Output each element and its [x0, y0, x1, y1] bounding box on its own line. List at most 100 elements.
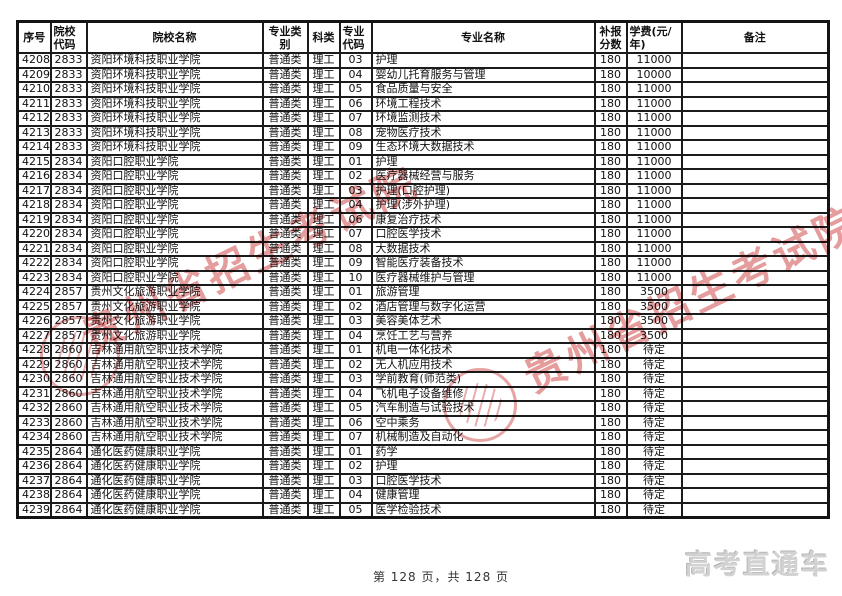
cell-subject-type: 理工	[306, 168, 341, 185]
cell-supplementary-score: 180	[593, 385, 628, 402]
cell-major-category: 普通类	[261, 211, 309, 228]
cell-remarks	[680, 168, 830, 185]
column-header: 序号	[16, 20, 52, 54]
cell-remarks	[680, 356, 830, 373]
cell-major-name: 智能医疗装备技术	[370, 255, 596, 272]
cell-college-code: 2833	[49, 110, 88, 127]
cell-major-name: 生态环境大数据技术	[370, 139, 596, 156]
cell-tuition-fee: 待定	[625, 501, 683, 519]
cell-major-category: 普通类	[261, 342, 309, 359]
cell-major-category: 普通类	[261, 443, 309, 460]
cell-major-category: 普通类	[261, 327, 309, 344]
cell-college-code: 2864	[49, 472, 88, 489]
cell-remarks	[680, 255, 830, 272]
cell-major-name: 机械制造及自动化	[370, 429, 596, 446]
cell-remarks	[680, 443, 830, 460]
cell-supplementary-score: 180	[593, 327, 628, 344]
cell-major-category: 普通类	[261, 400, 309, 417]
table-row: 4233 2860 吉林通用航空职业技术学院 普通类 理工 06 空中乘务 18…	[16, 414, 830, 431]
cell-major-name: 医学检验技术	[370, 501, 596, 519]
cell-major-name: 健康管理	[370, 487, 596, 504]
cell-major-name: 空中乘务	[370, 414, 596, 431]
cell-college-code: 2857	[49, 313, 88, 330]
cell-subject-type: 理工	[306, 95, 341, 112]
cell-college-code: 2860	[49, 356, 88, 373]
cell-remarks	[680, 139, 830, 156]
cell-major-category: 普通类	[261, 313, 309, 330]
cell-tuition-fee: 11000	[625, 110, 683, 127]
cell-college-code: 2860	[49, 429, 88, 446]
cell-supplementary-score: 180	[593, 110, 628, 127]
table-row: 4224 2857 贵州文化旅游职业学院 普通类 理工 01 旅游管理 180 …	[16, 284, 830, 301]
cell-tuition-fee: 11000	[625, 95, 683, 112]
table-header-row: 序号 院校代码 院校名称 专业类别 科类 专业代码 专业名称 补报分数 学费(元/年) 备注	[16, 20, 830, 54]
cell-supplementary-score: 180	[593, 313, 628, 330]
cell-major-category: 普通类	[261, 66, 309, 83]
cell-major-name: 护理	[370, 153, 596, 170]
cell-major-code: 01	[338, 153, 373, 170]
cell-supplementary-score: 180	[593, 356, 628, 373]
table-row: 4214 2833 资阳环境科技职业学院 普通类 理工 09 生态环境大数据技术…	[16, 139, 830, 156]
table-row: 4210 2833 资阳环境科技职业学院 普通类 理工 05 食品质量与安全 1…	[16, 81, 830, 98]
cell-subject-type: 理工	[306, 458, 341, 475]
cell-tuition-fee: 待定	[625, 414, 683, 431]
cell-college-code: 2833	[49, 124, 88, 141]
cell-major-category: 普通类	[261, 472, 309, 489]
cell-major-category: 普通类	[261, 52, 309, 69]
cell-remarks	[680, 197, 830, 214]
cell-college-name: 吉林通用航空职业技术学院	[85, 400, 264, 417]
column-header: 专业名称	[370, 20, 596, 54]
cell-college-name: 资阳环境科技职业学院	[85, 110, 264, 127]
cell-serial-number: 4235	[16, 443, 52, 460]
cell-college-name: 资阳口腔职业学院	[85, 197, 264, 214]
cell-major-code: 10	[338, 269, 373, 286]
cell-serial-number: 4215	[16, 153, 52, 170]
cell-supplementary-score: 180	[593, 487, 628, 504]
column-header: 专业类别	[261, 20, 309, 54]
brand-watermark: 高考直通车	[685, 550, 830, 581]
cell-remarks	[680, 110, 830, 127]
cell-college-name: 吉林通用航空职业技术学院	[85, 414, 264, 431]
cell-major-code: 08	[338, 240, 373, 257]
cell-major-category: 普通类	[261, 371, 309, 388]
table-row: 4212 2833 资阳环境科技职业学院 普通类 理工 07 环境监测技术 18…	[16, 110, 830, 127]
cell-major-category: 普通类	[261, 255, 309, 272]
cell-serial-number: 4233	[16, 414, 52, 431]
cell-supplementary-score: 180	[593, 458, 628, 475]
cell-tuition-fee: 待定	[625, 429, 683, 446]
cell-subject-type: 理工	[306, 255, 341, 272]
cell-college-name: 吉林通用航空职业技术学院	[85, 356, 264, 373]
cell-major-category: 普通类	[261, 385, 309, 402]
table-row: 4218 2834 资阳口腔职业学院 普通类 理工 04 护理(涉外护理) 18…	[16, 197, 830, 214]
cell-college-name: 资阳口腔职业学院	[85, 182, 264, 199]
cell-college-name: 资阳环境科技职业学院	[85, 139, 264, 156]
cell-college-code: 2833	[49, 81, 88, 98]
cell-college-code: 2833	[49, 66, 88, 83]
table-row: 4229 2860 吉林通用航空职业技术学院 普通类 理工 02 无人机应用技术…	[16, 356, 830, 373]
cell-tuition-fee: 11000	[625, 52, 683, 69]
cell-college-code: 2857	[49, 327, 88, 344]
cell-major-code: 01	[338, 443, 373, 460]
cell-college-code: 2834	[49, 182, 88, 199]
cell-subject-type: 理工	[306, 240, 341, 257]
cell-tuition-fee: 10000	[625, 66, 683, 83]
cell-supplementary-score: 180	[593, 342, 628, 359]
table-row: 4217 2834 资阳口腔职业学院 普通类 理工 03 护理(口腔护理) 18…	[16, 182, 830, 199]
cell-major-code: 06	[338, 211, 373, 228]
cell-subject-type: 理工	[306, 197, 341, 214]
cell-supplementary-score: 180	[593, 298, 628, 315]
cell-tuition-fee: 11000	[625, 255, 683, 272]
cell-serial-number: 4237	[16, 472, 52, 489]
cell-serial-number: 4221	[16, 240, 52, 257]
column-header: 学费(元/年)	[625, 20, 683, 54]
cell-major-name: 汽车制造与试验技术	[370, 400, 596, 417]
cell-college-code: 2860	[49, 385, 88, 402]
cell-tuition-fee: 3500	[625, 284, 683, 301]
cell-subject-type: 理工	[306, 342, 341, 359]
cell-major-name: 医疗器械维护与管理	[370, 269, 596, 286]
cell-serial-number: 4214	[16, 139, 52, 156]
cell-major-code: 07	[338, 226, 373, 243]
cell-college-name: 资阳口腔职业学院	[85, 153, 264, 170]
table-row: 4226 2857 贵州文化旅游职业学院 普通类 理工 03 美容美体艺术 18…	[16, 313, 830, 330]
